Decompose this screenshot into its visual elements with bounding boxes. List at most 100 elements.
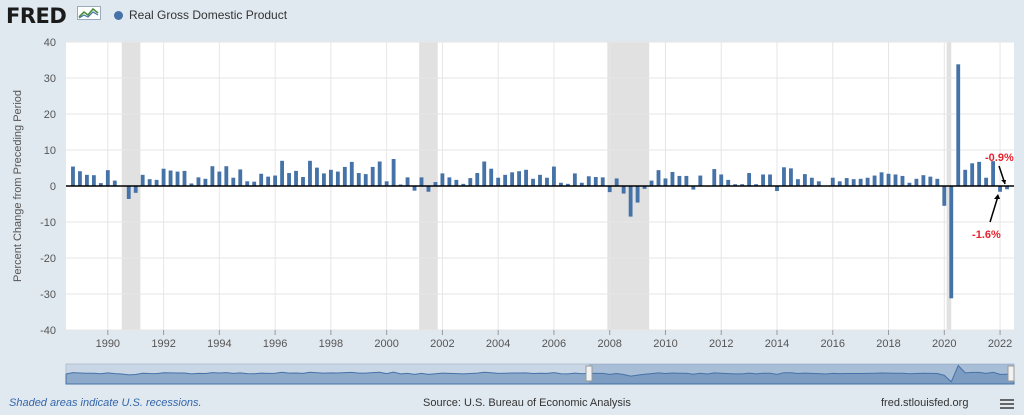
bar[interactable] [935, 178, 940, 186]
bar[interactable] [252, 181, 257, 186]
bar[interactable] [280, 160, 285, 186]
bar[interactable] [433, 182, 438, 186]
bar[interactable] [315, 167, 319, 186]
bar[interactable] [461, 183, 466, 186]
bar[interactable] [482, 161, 487, 186]
bar[interactable] [656, 170, 661, 186]
bar[interactable] [928, 176, 933, 186]
bar[interactable] [963, 169, 968, 186]
bar[interactable] [740, 184, 745, 186]
bar[interactable] [426, 186, 431, 192]
bar[interactable] [565, 183, 570, 186]
bar[interactable] [468, 178, 473, 186]
bar[interactable] [328, 169, 333, 186]
bar[interactable] [802, 174, 807, 186]
bars[interactable] [71, 64, 1009, 299]
bar[interactable] [217, 171, 222, 186]
bar[interactable] [266, 176, 271, 186]
bar[interactable] [907, 182, 912, 186]
bar[interactable] [517, 171, 522, 186]
bar[interactable] [126, 186, 131, 199]
bar[interactable] [991, 161, 996, 186]
bar[interactable] [112, 180, 117, 186]
bar[interactable] [133, 186, 138, 193]
bar[interactable] [412, 186, 417, 191]
bar[interactable] [858, 178, 863, 186]
bar[interactable] [607, 186, 612, 193]
bar[interactable] [503, 174, 508, 186]
bar[interactable] [405, 177, 410, 186]
bar[interactable] [677, 175, 682, 186]
bar[interactable] [691, 186, 696, 190]
bar[interactable] [349, 161, 354, 186]
bar[interactable] [391, 159, 396, 186]
bar[interactable] [356, 173, 361, 186]
bar[interactable] [203, 178, 208, 186]
bar[interactable] [970, 163, 975, 186]
bar[interactable] [572, 173, 577, 186]
bar[interactable] [712, 169, 717, 186]
bar[interactable] [231, 177, 236, 186]
navigator-handle-left[interactable] [585, 365, 593, 382]
bar[interactable] [71, 166, 75, 186]
bar[interactable] [168, 170, 173, 186]
bar[interactable] [363, 174, 368, 186]
fred-logo[interactable]: FRED [6, 4, 67, 28]
bar[interactable] [370, 166, 375, 186]
bar[interactable] [182, 170, 187, 186]
bar[interactable] [830, 177, 835, 186]
bar[interactable] [161, 168, 166, 186]
bar[interactable] [998, 186, 1002, 192]
bar[interactable] [586, 176, 591, 186]
bar[interactable] [628, 186, 633, 217]
navigator-handle-right[interactable] [1007, 365, 1015, 382]
bar[interactable] [726, 179, 731, 186]
bar[interactable] [384, 181, 389, 186]
bar[interactable] [747, 173, 752, 186]
bar[interactable] [245, 181, 250, 186]
bar[interactable] [189, 183, 194, 186]
bar[interactable] [321, 173, 326, 186]
bar[interactable] [105, 170, 110, 186]
bar[interactable] [545, 177, 549, 186]
bar[interactable] [419, 177, 424, 186]
navigator-selection[interactable] [589, 364, 1014, 384]
bar[interactable] [649, 180, 654, 186]
bar[interactable] [496, 177, 501, 186]
bar[interactable] [154, 179, 159, 186]
bar[interactable] [893, 174, 898, 186]
bar[interactable] [809, 177, 814, 186]
bar[interactable] [782, 167, 786, 186]
bar[interactable] [977, 161, 982, 186]
bar[interactable] [91, 175, 96, 186]
bar[interactable] [579, 182, 584, 186]
bar[interactable] [538, 174, 542, 186]
bar[interactable] [872, 175, 877, 186]
bar[interactable] [754, 184, 759, 186]
bar[interactable] [447, 177, 452, 186]
bar[interactable] [600, 177, 605, 186]
bar[interactable] [789, 168, 793, 186]
bar[interactable] [719, 174, 724, 186]
bar[interactable] [914, 178, 919, 186]
bar[interactable] [335, 171, 340, 186]
bar[interactable] [635, 186, 640, 203]
bar[interactable] [98, 183, 103, 186]
menu-icon[interactable] [1000, 398, 1014, 410]
bar[interactable] [342, 166, 347, 186]
bar[interactable] [1005, 186, 1009, 190]
bar[interactable] [698, 175, 703, 186]
bar[interactable] [531, 178, 535, 186]
bar[interactable] [768, 174, 772, 186]
bar[interactable] [949, 186, 954, 299]
bar[interactable] [593, 177, 598, 186]
bar[interactable] [837, 181, 842, 186]
bar[interactable] [440, 173, 445, 186]
site-link[interactable]: fred.stlouisfed.org [881, 397, 969, 409]
bar[interactable] [879, 172, 884, 186]
bar[interactable] [224, 166, 229, 186]
bar[interactable] [552, 166, 556, 186]
bar[interactable] [956, 64, 961, 186]
bar[interactable] [510, 172, 515, 186]
bar[interactable] [294, 170, 298, 186]
